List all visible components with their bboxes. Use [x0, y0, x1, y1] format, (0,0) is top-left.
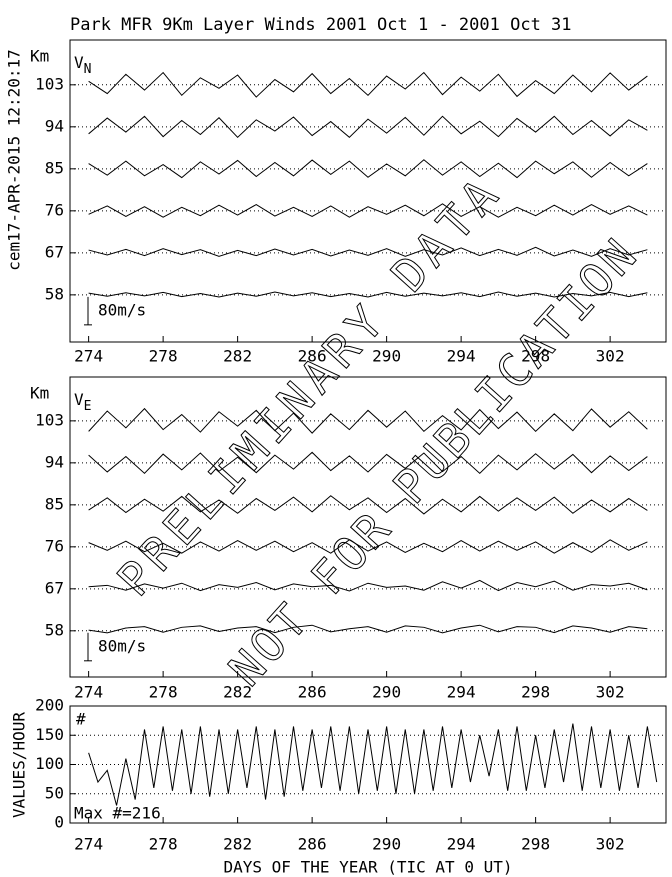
y-tick-label: 76 [45, 200, 64, 219]
x-tick-label: 282 [223, 683, 252, 702]
x-tick-label: 286 [298, 835, 327, 854]
x-tick-label: 298 [521, 683, 550, 702]
y-tick-label: 58 [45, 284, 64, 303]
panel-label-sub: N [84, 62, 92, 77]
x-tick-label: 302 [596, 347, 625, 366]
wind-trace [88, 246, 648, 257]
x-tick-label: 290 [372, 683, 401, 702]
y-tick-label: 150 [35, 725, 64, 744]
y-tick-label: 58 [45, 620, 64, 639]
wind-trace [88, 624, 648, 634]
plot-frame [69, 376, 667, 678]
wind-trace [88, 579, 648, 592]
wind-trace [88, 159, 648, 179]
y-axis-label: Km [30, 384, 49, 403]
wind-trace [88, 495, 648, 515]
x-tick-label: 294 [447, 347, 476, 366]
x-tick-label: 298 [521, 835, 550, 854]
x-tick-label: 282 [223, 835, 252, 854]
y-tick-label: 0 [54, 813, 64, 832]
wind-trace [88, 71, 648, 98]
x-tick-label: 302 [596, 683, 625, 702]
x-tick-label: 286 [298, 683, 327, 702]
panel-label: VE [74, 390, 91, 414]
x-tick-label: 294 [447, 835, 476, 854]
y-tick-label: 50 [45, 783, 64, 802]
chart-title: Park MFR 9Km Layer Winds 2001 Oct 1 - 20… [70, 15, 572, 35]
x-tick-label: 278 [149, 347, 178, 366]
panel-label: VN [74, 53, 91, 77]
wind-trace [88, 407, 648, 434]
x-axis-label: DAYS OF THE YEAR (TIC AT 0 UT) [224, 858, 513, 877]
wind-trace [88, 291, 648, 298]
y-tick-label: 85 [45, 158, 64, 177]
y-tick-label: 85 [45, 494, 64, 513]
x-tick-label: 294 [447, 683, 476, 702]
y-tick-label: 100 [35, 754, 64, 773]
x-tick-label: 274 [74, 347, 103, 366]
x-tick-label: 274 [74, 683, 103, 702]
rate-line [88, 723, 658, 806]
timestamp: cem17-APR-2015 12:20:17 [5, 49, 24, 271]
x-tick-label: 278 [149, 835, 178, 854]
annotation: # [76, 710, 86, 729]
x-tick-label: 282 [223, 347, 252, 366]
y-tick-label: 103 [35, 410, 64, 429]
panel-label-main: V [74, 53, 84, 72]
annotation: Max #=216 [74, 804, 161, 823]
x-tick-label: 278 [149, 683, 178, 702]
y-tick-label: 67 [45, 578, 64, 597]
panel-label-sub: E [84, 399, 92, 414]
scale-bar-label: 80m/s [98, 300, 146, 319]
wind-trace [88, 539, 648, 554]
y-axis-label: Km [30, 47, 49, 66]
x-tick-label: 302 [596, 835, 625, 854]
y-tick-label: 76 [45, 536, 64, 555]
y-tick-label: 94 [45, 452, 64, 471]
wind-trace [88, 451, 648, 475]
wind-trace [88, 115, 648, 139]
x-tick-label: 298 [521, 347, 550, 366]
y-tick-label: 200 [35, 696, 64, 715]
x-tick-label: 290 [372, 347, 401, 366]
y-tick-label: 94 [45, 116, 64, 135]
y-tick-label: 103 [35, 74, 64, 93]
panel-label-main: V [74, 390, 84, 409]
x-tick-label: 290 [372, 835, 401, 854]
scale-bar-label: 80m/s [98, 636, 146, 655]
wind-trace [88, 203, 648, 218]
y-axis-label: VALUES/HOUR [10, 712, 29, 818]
y-tick-label: 67 [45, 242, 64, 261]
x-tick-label: 274 [74, 835, 103, 854]
x-tick-label: 286 [298, 347, 327, 366]
plot-frame [69, 39, 667, 343]
